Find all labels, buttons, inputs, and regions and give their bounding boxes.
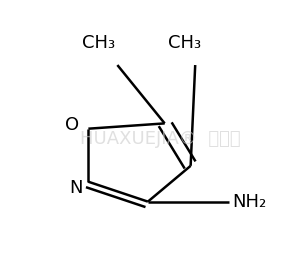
Text: HUAXUEJIA®  化学加: HUAXUEJIA® 化学加 [80, 130, 241, 148]
Text: N: N [69, 179, 83, 197]
Text: NH₂: NH₂ [232, 193, 266, 211]
Text: O: O [65, 116, 79, 134]
Text: CH₃: CH₃ [83, 34, 116, 52]
Text: CH₃: CH₃ [168, 34, 201, 52]
